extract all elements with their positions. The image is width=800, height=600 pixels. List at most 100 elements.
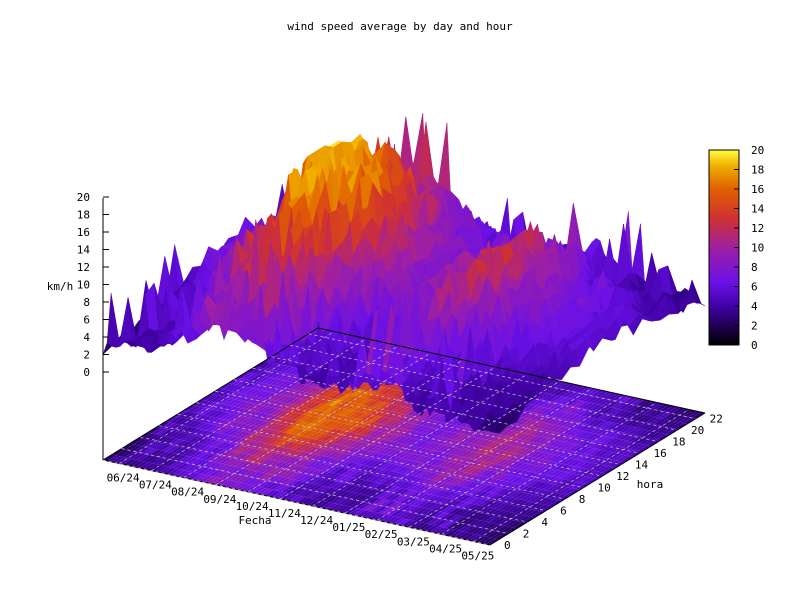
base-cell xyxy=(235,453,249,461)
x-tick-label: 10/24 xyxy=(236,500,269,513)
base-cell xyxy=(201,394,215,401)
base-cell xyxy=(366,400,380,407)
base-cell xyxy=(517,515,531,523)
base-cell xyxy=(439,476,453,483)
base-cell xyxy=(283,471,297,479)
colorbar-tick-label: 18 xyxy=(751,164,764,177)
base-cell xyxy=(266,438,280,445)
base-cell xyxy=(320,405,334,412)
base-cell xyxy=(435,512,449,519)
base-cell xyxy=(613,447,627,454)
base-cell xyxy=(595,458,609,465)
base-cell xyxy=(391,495,405,502)
base-cell xyxy=(610,401,624,409)
base-cell xyxy=(506,475,520,483)
base-cell xyxy=(340,506,354,514)
base-cell xyxy=(174,410,188,417)
base-cell xyxy=(479,492,493,499)
base-cell xyxy=(395,429,409,436)
base-cell xyxy=(499,496,513,504)
base-cell xyxy=(376,484,390,492)
base-cell xyxy=(651,403,665,410)
base-cell xyxy=(413,418,427,425)
base-cell xyxy=(580,477,594,484)
base-cell xyxy=(471,490,485,497)
base-cell xyxy=(479,455,493,462)
base-cell xyxy=(374,499,388,506)
base-cell xyxy=(626,442,640,449)
x-tick-label: 04/25 xyxy=(429,542,462,555)
base-cell xyxy=(517,448,531,455)
base-cell xyxy=(568,437,582,444)
base-cell xyxy=(253,442,267,450)
base-cell xyxy=(248,486,262,493)
base-cell xyxy=(298,445,312,452)
base-cell xyxy=(535,407,549,414)
base-cell xyxy=(435,475,449,482)
base-cell xyxy=(416,500,430,508)
base-cell xyxy=(626,405,640,412)
base-cell xyxy=(494,473,508,480)
base-cell xyxy=(272,424,286,431)
base-cell xyxy=(340,476,354,484)
base-cell xyxy=(632,421,646,428)
base-cell xyxy=(294,414,308,421)
base-cell xyxy=(562,391,576,398)
base-cell xyxy=(582,462,596,470)
base-cell xyxy=(378,507,392,514)
base-cell xyxy=(493,443,507,450)
base-cell xyxy=(279,433,293,440)
base-cell xyxy=(477,476,490,484)
base-cell xyxy=(415,470,429,478)
base-cell xyxy=(155,466,169,473)
base-cell xyxy=(236,476,250,483)
base-cell xyxy=(407,506,421,513)
base-cell xyxy=(553,493,567,501)
y-tick-label: 22 xyxy=(710,413,723,426)
base-cell xyxy=(263,459,277,467)
base-cell xyxy=(296,392,310,399)
base-cell xyxy=(505,483,519,490)
base-cell xyxy=(552,471,566,478)
base-cell xyxy=(339,484,353,491)
base-cell xyxy=(293,384,307,391)
base-cell xyxy=(156,421,170,428)
base-cell xyxy=(241,402,255,410)
base-cell xyxy=(147,464,161,471)
base-cell xyxy=(421,457,435,464)
y-tick-label: 4 xyxy=(541,516,548,529)
base-cell xyxy=(280,493,294,500)
base-cell xyxy=(154,443,168,450)
base-cell xyxy=(620,418,634,426)
base-cell xyxy=(366,467,380,474)
base-cell xyxy=(143,463,157,470)
base-cell xyxy=(592,412,606,420)
base-cell xyxy=(240,447,254,454)
y-grid-line xyxy=(308,333,696,420)
base-cell xyxy=(176,425,190,433)
base-cell xyxy=(323,413,337,420)
base-cell xyxy=(103,454,116,461)
x-grid-line xyxy=(247,359,464,493)
base-cell xyxy=(417,523,431,530)
base-cell xyxy=(171,469,185,476)
base-cell xyxy=(463,451,477,458)
base-cell xyxy=(465,534,479,541)
base-cell xyxy=(352,449,366,456)
base-cell xyxy=(115,449,129,457)
z-tick-label: 16 xyxy=(77,226,90,239)
base-cell xyxy=(407,439,421,446)
base-cell xyxy=(326,458,340,466)
base-cell xyxy=(243,425,257,432)
base-cell xyxy=(310,417,324,425)
base-cell xyxy=(186,413,200,420)
base-cell xyxy=(458,427,472,435)
x-grid-line xyxy=(215,352,432,486)
base-cell xyxy=(429,526,443,533)
base-cell xyxy=(319,412,333,419)
base-cell xyxy=(150,442,164,449)
base-cell xyxy=(290,443,304,450)
base-cell xyxy=(212,471,226,478)
base-cell xyxy=(306,484,320,491)
base-cell xyxy=(656,434,670,441)
